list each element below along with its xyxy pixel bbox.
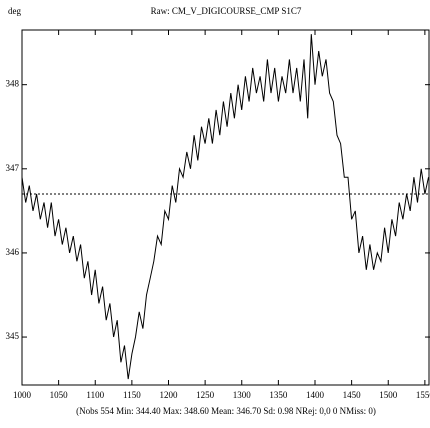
x-tick-label: 1150: [123, 390, 141, 400]
y-axis-label: deg: [8, 6, 21, 16]
x-tick-label: 1000: [13, 390, 32, 400]
x-tick-label: 1100: [86, 390, 104, 400]
footer: (Nobs 554 Min: 344.40 Max: 348.60 Mean: …: [76, 406, 376, 416]
y-tick-label: 346: [6, 247, 20, 257]
y-tick-label: 345: [6, 331, 20, 341]
data-line: [21, 34, 429, 380]
y-tick-label: 348: [6, 79, 20, 89]
x-tick-label: 1250: [196, 390, 215, 400]
x-tick-label: 1300: [233, 390, 252, 400]
x-tick-label: 1200: [159, 390, 178, 400]
x-tick-label: 1350: [269, 390, 288, 400]
x-tick-label: 1550: [416, 390, 430, 400]
chart-title: Raw: CM_V_DIGICOURSE_CMP S1C7: [151, 6, 302, 16]
x-tick-label: 1050: [50, 390, 69, 400]
y-tick-label: 347: [6, 163, 20, 173]
x-tick-label: 1500: [379, 390, 398, 400]
plot-frame: [21, 29, 430, 386]
x-tick-label: 1400: [306, 390, 325, 400]
x-tick-label: 1450: [343, 390, 362, 400]
